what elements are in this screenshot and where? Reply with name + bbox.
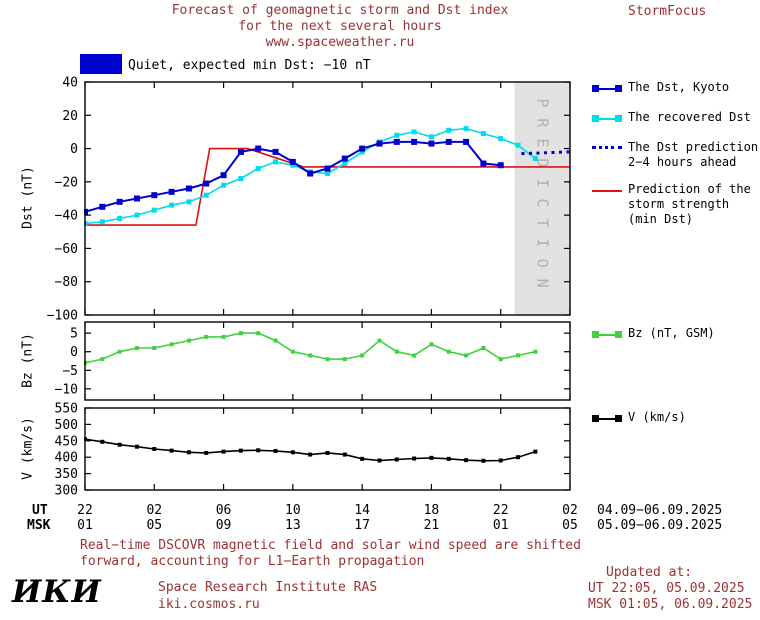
ut-date-range: 04.09−06.09.2025 bbox=[597, 503, 722, 518]
svg-text:06: 06 bbox=[216, 503, 232, 518]
svg-text:0: 0 bbox=[70, 345, 78, 360]
dst-prediction-dotted-sample bbox=[592, 143, 622, 155]
legend-item-dst-prediction: The Dst prediction 2−4 hours ahead bbox=[592, 140, 760, 170]
legend-label-dst-kyoto: The Dst, Kyoto bbox=[628, 80, 730, 94]
quiet-status-swatch bbox=[80, 54, 122, 74]
prediction-band-label: PREDICTION bbox=[533, 98, 551, 298]
dst-axis-label: Dst (nT) bbox=[20, 166, 36, 229]
svg-text:40: 40 bbox=[62, 76, 78, 91]
legend-label-recovered-dst: The recovered Dst bbox=[628, 110, 751, 124]
bz-line-sample bbox=[592, 329, 622, 341]
updated-at-label: Updated at: bbox=[606, 565, 693, 580]
bz-plot: 5 0 −5 −10 bbox=[55, 321, 571, 401]
svg-text:22: 22 bbox=[493, 503, 509, 518]
dst-kyoto bbox=[84, 138, 504, 215]
institute-site: iki.cosmos.ru bbox=[158, 597, 260, 612]
ut-axis-label: UT bbox=[32, 503, 48, 518]
iki-logo: ИКИ bbox=[12, 574, 102, 610]
legend-item-bz: Bz (nT, GSM) bbox=[592, 326, 760, 341]
prediction-band bbox=[514, 82, 570, 315]
svg-text:450: 450 bbox=[55, 434, 78, 449]
legend-item-v: V (km/s) bbox=[592, 410, 760, 425]
legend-label-bz: Bz (nT, GSM) bbox=[628, 326, 715, 340]
svg-text:17: 17 bbox=[354, 518, 370, 533]
footer-note-line-1: Real−time DSCOVR magnetic field and sola… bbox=[80, 538, 581, 553]
svg-text:350: 350 bbox=[55, 467, 78, 482]
svg-text:01: 01 bbox=[77, 518, 93, 533]
solar-wind-speed bbox=[84, 437, 538, 463]
legend-label-storm-strength: Prediction of the storm strength (min Ds… bbox=[628, 182, 751, 226]
svg-text:5: 5 bbox=[70, 327, 78, 342]
brand-stormfocus: StormFocus bbox=[628, 4, 707, 19]
title-line-3: www.spaceweather.ru bbox=[265, 35, 415, 50]
svg-text:13: 13 bbox=[285, 518, 301, 533]
updated-ut-value: UT 22:05, 05.09.2025 bbox=[588, 581, 745, 596]
storm-strength-prediction bbox=[85, 147, 570, 226]
dst-plot: PREDICTION 40 20 0 −20 −40 −60 −80 −100 bbox=[47, 76, 571, 324]
svg-text:300: 300 bbox=[55, 484, 78, 499]
svg-text:05: 05 bbox=[562, 518, 578, 533]
svg-text:02: 02 bbox=[562, 503, 578, 518]
svg-text:21: 21 bbox=[424, 518, 440, 533]
svg-text:−10: −10 bbox=[55, 382, 78, 397]
institute-name: Space Research Institute RAS bbox=[158, 580, 378, 595]
title-line-1: Forecast of geomagnetic storm and Dst in… bbox=[171, 3, 509, 18]
svg-text:01: 01 bbox=[493, 518, 509, 533]
svg-text:400: 400 bbox=[55, 451, 78, 466]
svg-text:0: 0 bbox=[70, 142, 78, 157]
svg-text:18: 18 bbox=[424, 503, 440, 518]
legend-item-dst-kyoto: The Dst, Kyoto bbox=[592, 80, 760, 95]
msk-date-range: 05.09−06.09.2025 bbox=[597, 518, 722, 533]
svg-text:22: 22 bbox=[77, 503, 93, 518]
dst-prediction-2-4h bbox=[521, 150, 571, 156]
svg-text:−80: −80 bbox=[55, 275, 78, 290]
v-line-sample bbox=[592, 413, 622, 425]
bz-gsm bbox=[84, 331, 538, 365]
legend-item-storm-strength: Prediction of the storm strength (min Ds… bbox=[592, 182, 760, 227]
svg-text:−60: −60 bbox=[55, 242, 78, 257]
msk-axis-label: MSK bbox=[27, 518, 51, 533]
recovered-dst-line-sample bbox=[592, 113, 622, 125]
v-axis-label: V (km/s) bbox=[20, 417, 36, 480]
svg-text:05: 05 bbox=[146, 518, 162, 533]
page-title: Forecast of geomagnetic storm and Dst in… bbox=[100, 3, 580, 51]
svg-text:500: 500 bbox=[55, 418, 78, 433]
legend-label-dst-prediction: The Dst prediction 2−4 hours ahead bbox=[628, 140, 759, 169]
svg-text:−100: −100 bbox=[47, 309, 78, 324]
svg-text:09: 09 bbox=[216, 518, 232, 533]
legend-label-v: V (km/s) bbox=[628, 410, 686, 424]
svg-text:10: 10 bbox=[285, 503, 301, 518]
svg-text:550: 550 bbox=[55, 402, 78, 417]
title-line-2: for the next several hours bbox=[238, 19, 442, 34]
legend-item-recovered-dst: The recovered Dst bbox=[592, 110, 760, 125]
bz-axis-label: Bz (nT) bbox=[20, 333, 36, 388]
footer-note-line-2: forward, accounting for L1−Earth propaga… bbox=[80, 554, 425, 569]
svg-text:14: 14 bbox=[354, 503, 370, 518]
svg-text:02: 02 bbox=[146, 503, 162, 518]
svg-text:−5: −5 bbox=[62, 364, 78, 379]
svg-text:20: 20 bbox=[62, 109, 78, 124]
svg-text:−40: −40 bbox=[55, 209, 78, 224]
updated-msk-value: MSK 01:05, 06.09.2025 bbox=[588, 597, 753, 612]
svg-text:−20: −20 bbox=[55, 175, 78, 190]
dst-kyoto-line-sample bbox=[592, 83, 622, 95]
v-plot: 5505004504003503002201020506091013141718… bbox=[27, 402, 722, 534]
quiet-status-label: Quiet, expected min Dst: −10 nT bbox=[128, 58, 371, 73]
storm-strength-line-sample bbox=[592, 185, 622, 197]
